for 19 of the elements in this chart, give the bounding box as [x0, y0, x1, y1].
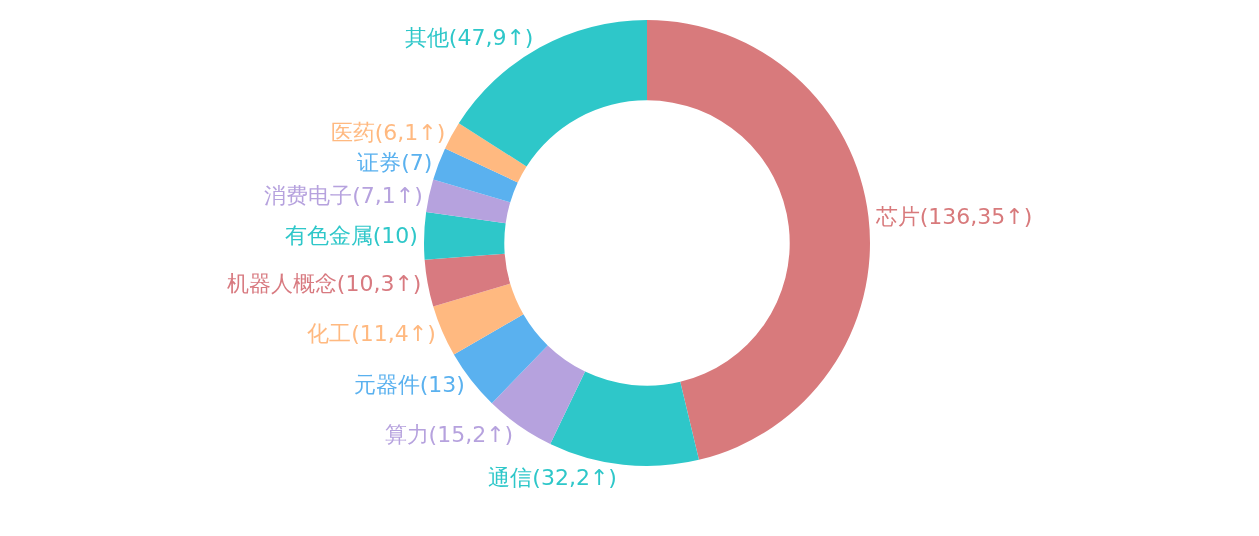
slice-label: 芯片(136,35↑) [874, 204, 1033, 230]
donut-slice [426, 179, 511, 224]
donut-slice [424, 253, 511, 307]
slice-label: 有色金属(10) [284, 223, 418, 249]
slice-label: 证券(7) [357, 149, 433, 175]
slice-label: 算力(15,2↑) [384, 421, 514, 447]
donut-slice [445, 123, 527, 183]
slice-label: 机器人概念(10,3↑) [226, 271, 422, 297]
donut-slice [647, 20, 870, 460]
donut-slice [424, 212, 506, 260]
slice-label: 通信(32,2↑) [488, 464, 617, 490]
slice-label: 医药(6,1↑) [330, 120, 446, 146]
donut-slice [433, 148, 518, 203]
donut-slice [433, 283, 524, 355]
donut-slice [550, 371, 699, 466]
slice-label: 元器件(13) [353, 372, 465, 398]
slice-label: 消费电子(7,1↑) [264, 182, 423, 208]
slice-label: 其他(47,9↑) [404, 25, 534, 51]
slice-label: 化工(11,4↑) [307, 320, 436, 346]
